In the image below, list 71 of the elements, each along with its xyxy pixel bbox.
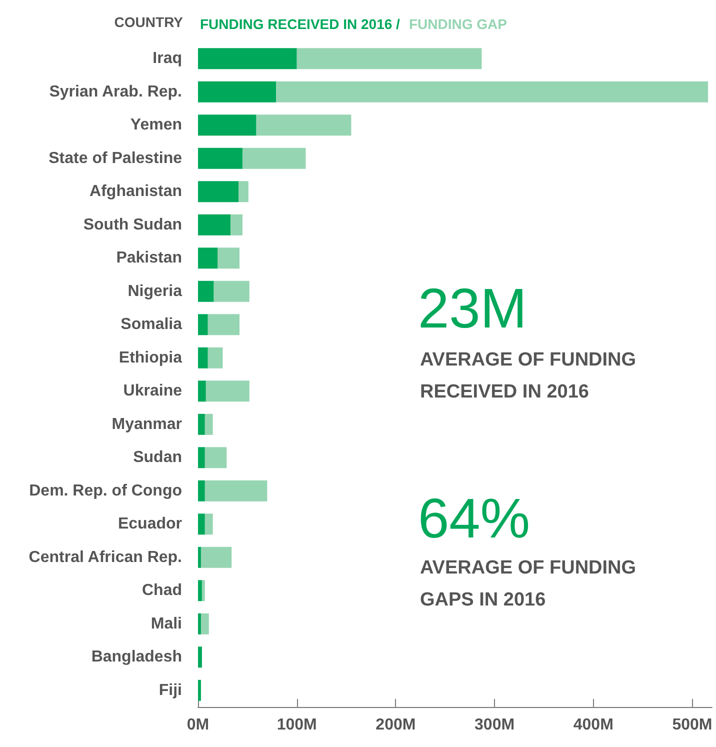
y-tick-label: Central African Rep. (28, 548, 182, 566)
x-tick-label: 400M (573, 716, 614, 734)
bar (198, 646, 202, 668)
x-tick-label: 500M (672, 716, 712, 734)
y-tick-label: Ethiopia (118, 349, 182, 366)
bar (198, 546, 201, 568)
bar (218, 248, 240, 269)
bar (198, 280, 214, 302)
y-tick-label: Iraq (152, 50, 182, 68)
y-tick-label: Chad (142, 582, 182, 600)
y-tick-label: South Sudan (83, 216, 182, 234)
text: FUNDING RECEIVED IN 2016 / (200, 16, 400, 32)
y-tick-label: Myanmar (112, 416, 182, 433)
x-tick-label: 100M (276, 716, 317, 734)
bar (198, 447, 205, 468)
y-tick-label: Ukraine (123, 382, 182, 400)
bar (198, 81, 276, 102)
bar (198, 514, 205, 535)
bar (198, 148, 242, 169)
y-tick-label: Afghanistan (90, 183, 182, 200)
bar (198, 480, 205, 502)
y-tick-label: State of Palestine (48, 150, 182, 167)
y-tick-label: Fiji (158, 682, 182, 699)
bar (200, 613, 209, 634)
bar (198, 248, 218, 269)
bar (296, 48, 482, 70)
y-tick-label: Bangladesh (91, 648, 182, 666)
y-tick-label: Nigeria (128, 282, 182, 300)
y-axis-title: COUNTRY (114, 14, 184, 30)
bar (198, 181, 239, 202)
bar (206, 380, 250, 402)
bar (204, 447, 227, 468)
bar (198, 114, 256, 136)
x-tick-label: 300M (474, 716, 515, 734)
y-tick-label: Pakistan (116, 250, 182, 267)
bar (198, 414, 205, 435)
bar (204, 514, 213, 535)
bar (214, 280, 250, 302)
y-tick-label: Somalia (120, 316, 182, 334)
bar (198, 680, 201, 701)
bar (198, 314, 208, 336)
bar (230, 214, 242, 236)
y-tick-label: Mali (150, 615, 182, 632)
bar (242, 148, 306, 169)
bar (204, 480, 268, 502)
y-tick-label: Ecuador (118, 516, 182, 533)
annotation: 64% (418, 486, 530, 550)
bar (276, 81, 708, 102)
y-tick-label: Syrian Arab. Rep. (49, 83, 182, 100)
y-tick-label: Yemen (130, 116, 182, 134)
y-tick-label: Sudan (133, 449, 182, 466)
bar (198, 347, 208, 368)
y-tick-label: Dem. Rep. of Congo (29, 482, 182, 500)
x-tick-label: 0M (186, 716, 210, 734)
bar (204, 414, 213, 435)
bar (198, 580, 202, 602)
bar (238, 181, 248, 202)
bar (208, 314, 240, 336)
bar (198, 48, 297, 70)
bar (198, 380, 206, 402)
bar (208, 347, 223, 368)
annotation: AVERAGE OF FUNDING RECEIVED IN 2016 (420, 350, 636, 402)
x-tick-label: 200M (376, 716, 416, 734)
bar (202, 580, 205, 602)
bar (198, 613, 201, 634)
series-label: FUNDING GAP (408, 16, 507, 32)
bar (200, 546, 232, 568)
annotation: AVERAGE OF FUNDING GAPS IN 2016 (420, 558, 636, 610)
annotation: 23M (418, 276, 527, 340)
bar (198, 214, 231, 236)
bar (256, 114, 352, 136)
